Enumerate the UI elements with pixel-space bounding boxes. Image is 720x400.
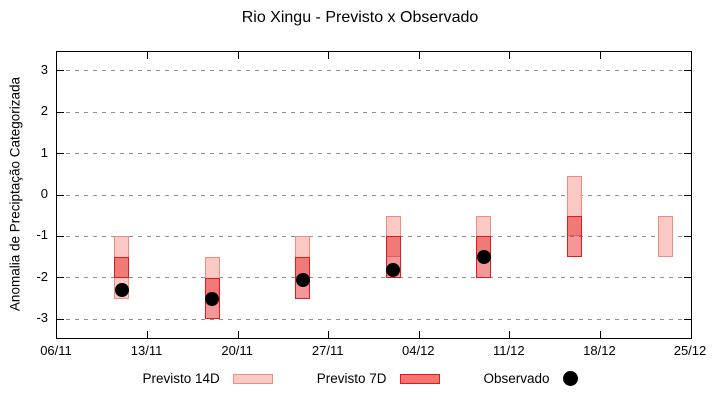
observed-dot bbox=[295, 272, 310, 287]
y-tick-right bbox=[684, 153, 691, 155]
legend-item-observado: Observado bbox=[484, 371, 578, 386]
gridline bbox=[57, 277, 691, 279]
x-tick-label: 04/12 bbox=[402, 343, 435, 358]
y-tick-left bbox=[57, 153, 64, 155]
x-tick-top bbox=[418, 52, 420, 59]
y-tick-right bbox=[684, 111, 691, 113]
legend-label-previsto-14d: Previsto 14D bbox=[142, 371, 220, 386]
x-tick-label: 20/11 bbox=[221, 343, 253, 358]
x-tick-bottom bbox=[147, 331, 149, 338]
forecast-14d-bar bbox=[657, 215, 673, 258]
x-tick-label: 06/11 bbox=[40, 343, 72, 358]
x-tick-bottom bbox=[509, 331, 511, 338]
x-tick-bottom bbox=[328, 331, 330, 338]
y-tick-label: 0 bbox=[40, 186, 48, 201]
gridline bbox=[57, 111, 691, 113]
x-tick-top bbox=[599, 52, 601, 59]
forecast-14d-bar bbox=[567, 176, 583, 237]
y-tick-right bbox=[684, 235, 691, 237]
y-tick-right bbox=[684, 70, 691, 72]
legend-label-observado: Observado bbox=[483, 371, 550, 386]
legend-item-previsto-14d: Previsto 14D bbox=[142, 371, 273, 386]
x-tick-top bbox=[328, 52, 330, 59]
observed-dot bbox=[114, 283, 129, 298]
y-tick-right bbox=[684, 194, 691, 196]
y-tick-label: 2 bbox=[40, 103, 48, 119]
observed-dot bbox=[476, 250, 491, 265]
observed-dot bbox=[386, 262, 401, 277]
x-tick-label: 18/12 bbox=[583, 343, 616, 358]
x-tick-bottom bbox=[237, 331, 239, 338]
x-tick-bottom bbox=[418, 331, 420, 338]
x-tick-label: 27/11 bbox=[311, 343, 344, 358]
x-tick-label: 13/11 bbox=[130, 343, 163, 358]
y-tick-label: 1 bbox=[40, 144, 48, 160]
gridline bbox=[57, 318, 691, 320]
legend-swatch-observed-dot bbox=[562, 371, 578, 386]
gridline bbox=[57, 235, 691, 237]
chart-title: Rio Xingu - Previsto x Observado bbox=[241, 9, 479, 26]
y-tick-right bbox=[684, 318, 691, 320]
gridline bbox=[57, 194, 691, 196]
y-tick-label: -1 bbox=[36, 227, 48, 243]
y-tick-right bbox=[684, 277, 691, 279]
y-tick-left bbox=[57, 70, 64, 72]
x-tick-bottom bbox=[599, 331, 601, 338]
y-tick-left bbox=[57, 111, 64, 113]
legend-swatch-14d-box bbox=[232, 373, 273, 384]
legend-label-previsto-7d: Previsto 7D bbox=[316, 371, 387, 386]
legend-swatch-7d-box bbox=[399, 373, 440, 384]
gridline bbox=[57, 70, 691, 72]
y-tick-label: 3 bbox=[40, 61, 48, 77]
observed-dot bbox=[205, 291, 220, 306]
y-tick-label: -2 bbox=[36, 268, 48, 284]
forecast-7d-bar bbox=[567, 215, 583, 258]
y-tick-left bbox=[57, 318, 64, 320]
plot-area bbox=[56, 51, 692, 339]
x-tick-top bbox=[509, 52, 511, 59]
y-tick-left bbox=[57, 235, 64, 237]
gridline bbox=[57, 153, 691, 155]
legend-item-previsto-7d: Previsto 7D bbox=[317, 371, 440, 386]
y-tick-label: -3 bbox=[36, 310, 48, 326]
x-tick-label: 11/12 bbox=[493, 343, 525, 358]
y-tick-left bbox=[57, 277, 64, 279]
x-tick-top bbox=[237, 52, 239, 59]
legend: Previsto 14D Previsto 7D Observado bbox=[0, 371, 720, 386]
forecast-7d-bar bbox=[114, 257, 130, 278]
x-tick-label: 25/12 bbox=[673, 343, 707, 358]
y-tick-left bbox=[57, 194, 64, 196]
x-tick-top bbox=[147, 52, 149, 59]
